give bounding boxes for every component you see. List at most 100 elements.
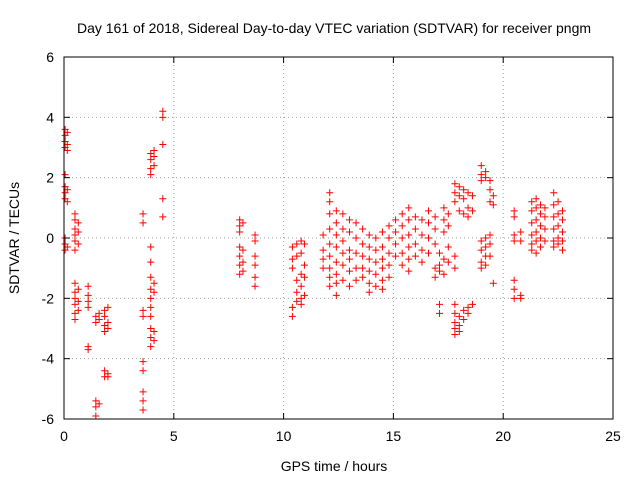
data-point — [300, 240, 308, 248]
data-points — [61, 107, 566, 420]
data-point — [251, 273, 259, 281]
data-point — [236, 252, 244, 260]
data-point — [550, 237, 558, 245]
data-point — [477, 177, 485, 185]
data-point — [372, 270, 380, 278]
data-point — [92, 397, 100, 405]
y-tick-label: 4 — [46, 109, 54, 125]
data-point — [392, 252, 400, 260]
data-point — [554, 210, 562, 218]
data-point — [418, 246, 426, 254]
data-point — [537, 222, 545, 230]
data-point — [405, 267, 413, 275]
data-point — [139, 397, 147, 405]
data-point — [460, 210, 468, 218]
data-point — [436, 249, 444, 257]
data-point — [372, 246, 380, 254]
x-axis-label: GPS time / hours — [281, 458, 388, 474]
data-point — [411, 225, 419, 233]
data-point — [378, 264, 386, 272]
data-point — [405, 243, 413, 251]
data-point — [147, 312, 155, 320]
data-point — [251, 231, 259, 239]
data-point — [339, 237, 347, 245]
data-point — [489, 279, 497, 287]
data-point — [332, 270, 340, 278]
data-point — [74, 240, 82, 248]
data-point — [482, 168, 490, 176]
data-point — [431, 273, 439, 281]
data-point — [365, 243, 373, 251]
data-point — [541, 237, 549, 245]
data-point — [345, 246, 353, 254]
chart-title: Day 161 of 2018, Sidereal Day-to-day VTE… — [77, 20, 591, 36]
data-point — [63, 243, 71, 251]
data-point — [326, 225, 334, 233]
data-point — [92, 312, 100, 320]
y-tick-label: 0 — [46, 230, 54, 246]
data-point — [95, 309, 103, 317]
data-point — [61, 171, 69, 179]
data-point — [365, 231, 373, 239]
data-point — [477, 246, 485, 254]
data-point — [297, 237, 305, 245]
data-point — [550, 243, 558, 251]
data-point — [537, 234, 545, 242]
data-point — [440, 270, 448, 278]
data-point — [398, 234, 406, 242]
data-point — [385, 249, 393, 257]
data-point — [63, 186, 71, 194]
data-point — [365, 255, 373, 263]
data-point — [345, 267, 353, 275]
data-point — [541, 225, 549, 233]
data-point — [365, 267, 373, 275]
data-point — [359, 225, 367, 233]
data-point — [326, 252, 334, 260]
data-point — [486, 252, 494, 260]
data-point — [464, 189, 472, 197]
y-tick-label: -6 — [42, 411, 55, 427]
data-point — [352, 276, 360, 284]
data-point — [74, 228, 82, 236]
data-point — [455, 183, 463, 191]
data-point — [455, 312, 463, 320]
data-point — [150, 279, 158, 287]
data-point — [71, 300, 79, 308]
data-point — [236, 261, 244, 269]
data-point — [517, 228, 525, 236]
data-point — [451, 318, 459, 326]
data-point — [159, 107, 167, 115]
data-point — [451, 198, 459, 206]
y-axis-label: SDTVAR / TECUs — [6, 182, 22, 294]
axis-ticks: 0 5 10 15 20 25 -6 -4 -2 0 2 4 6 — [42, 49, 621, 444]
data-point — [392, 240, 400, 248]
data-point — [147, 303, 155, 311]
data-point — [300, 291, 308, 299]
x-tick-label: 15 — [386, 428, 402, 444]
data-point — [385, 261, 393, 269]
data-point — [558, 237, 566, 245]
data-point — [339, 210, 347, 218]
data-point — [392, 228, 400, 236]
data-point — [510, 231, 518, 239]
data-point — [398, 210, 406, 218]
data-point — [532, 195, 540, 203]
data-point — [558, 207, 566, 215]
data-point — [101, 367, 109, 375]
data-point — [510, 276, 518, 284]
data-point — [297, 300, 305, 308]
data-point — [451, 325, 459, 332]
data-point — [84, 346, 92, 354]
data-point — [92, 412, 100, 420]
data-point — [352, 234, 360, 242]
data-point — [455, 207, 463, 215]
data-point — [440, 216, 448, 224]
data-point — [537, 201, 545, 209]
data-point — [451, 189, 459, 197]
data-point — [147, 343, 155, 351]
data-point — [326, 264, 334, 272]
data-point — [378, 276, 386, 284]
data-point — [436, 261, 444, 269]
data-point — [251, 261, 259, 269]
data-point — [418, 216, 426, 224]
